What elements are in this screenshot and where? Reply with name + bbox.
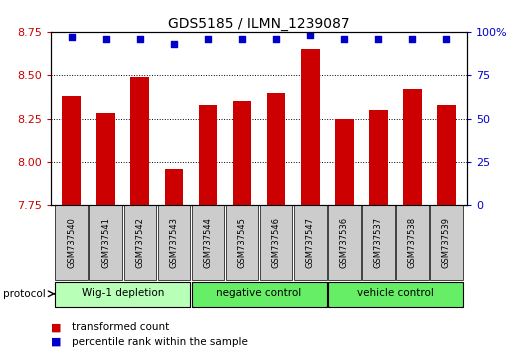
Text: GSM737545: GSM737545	[238, 217, 247, 268]
Bar	[124, 205, 156, 280]
Text: transformed count: transformed count	[72, 322, 169, 332]
Bar	[403, 89, 422, 205]
Title: GDS5185 / ILMN_1239087: GDS5185 / ILMN_1239087	[168, 17, 350, 31]
Point	[408, 36, 417, 42]
Bar	[294, 205, 326, 280]
Text: GSM737544: GSM737544	[204, 217, 212, 268]
Text: GSM737537: GSM737537	[374, 217, 383, 268]
Bar	[192, 205, 224, 280]
Bar	[199, 105, 218, 205]
Point	[272, 36, 280, 42]
Point	[136, 36, 144, 42]
Bar	[96, 113, 115, 205]
Bar	[165, 169, 183, 205]
Text: vehicle control: vehicle control	[357, 288, 434, 298]
Text: GSM737541: GSM737541	[101, 217, 110, 268]
Text: GSM737538: GSM737538	[408, 217, 417, 268]
Point	[204, 36, 212, 42]
Bar	[328, 282, 463, 307]
Text: ■: ■	[51, 337, 62, 347]
Bar	[335, 119, 353, 205]
Bar	[260, 205, 292, 280]
Bar	[430, 205, 463, 280]
Text: GSM737536: GSM737536	[340, 217, 349, 268]
Point	[442, 36, 450, 42]
Text: GSM737540: GSM737540	[67, 217, 76, 268]
Text: GSM737547: GSM737547	[306, 217, 314, 268]
Bar	[192, 282, 326, 307]
Text: percentile rank within the sample: percentile rank within the sample	[72, 337, 248, 347]
Text: GSM737543: GSM737543	[169, 217, 179, 268]
Bar	[55, 282, 190, 307]
Point	[238, 36, 246, 42]
Bar	[157, 205, 190, 280]
Point	[170, 41, 178, 47]
Text: GSM737546: GSM737546	[271, 217, 281, 268]
Bar	[63, 96, 81, 205]
Bar	[267, 92, 285, 205]
Bar	[301, 49, 320, 205]
Bar	[437, 105, 456, 205]
Bar	[233, 101, 251, 205]
Point	[340, 36, 348, 42]
Text: ■: ■	[51, 322, 62, 332]
Bar	[55, 205, 88, 280]
Point	[68, 34, 76, 40]
Bar	[396, 205, 429, 280]
Text: protocol: protocol	[3, 289, 45, 299]
Point	[374, 36, 382, 42]
Bar	[328, 205, 361, 280]
Bar	[89, 205, 122, 280]
Text: GSM737542: GSM737542	[135, 217, 144, 268]
Point	[306, 33, 314, 38]
Bar	[369, 110, 388, 205]
Bar	[362, 205, 394, 280]
Text: Wig-1 depletion: Wig-1 depletion	[82, 288, 164, 298]
Bar	[226, 205, 259, 280]
Bar	[130, 77, 149, 205]
Text: GSM737539: GSM737539	[442, 217, 451, 268]
Text: negative control: negative control	[216, 288, 302, 298]
Point	[102, 36, 110, 42]
